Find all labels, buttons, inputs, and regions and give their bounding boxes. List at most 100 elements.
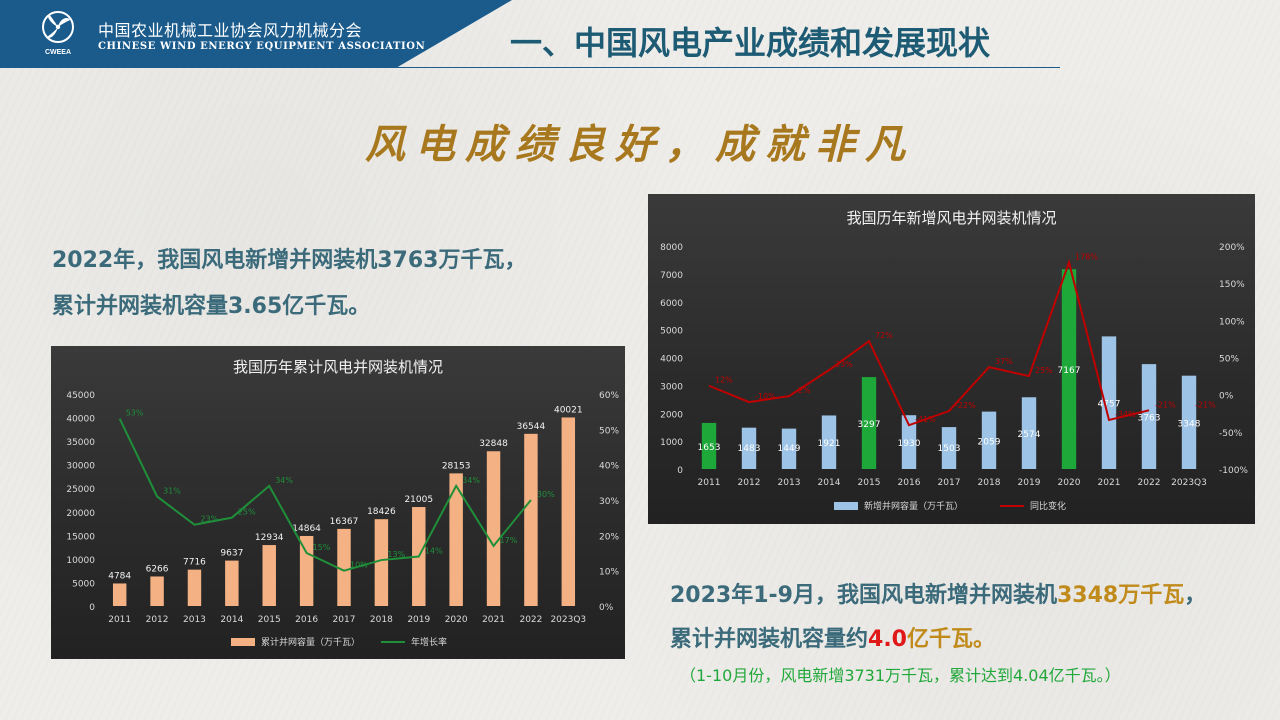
chart-title: 我国历年新增风电并网装机情况 <box>846 209 1056 227</box>
y2-tick-label: 10% <box>599 568 619 578</box>
y2-tick-label: 0% <box>1219 392 1234 402</box>
bar-data-label: 7167 <box>1058 366 1081 376</box>
legend-bar-label: 累计并网容量（万千瓦） <box>261 636 360 648</box>
line-data-label: 25% <box>1035 366 1053 375</box>
y2-tick-label: -50% <box>1219 429 1243 439</box>
y-tick-label: 35000 <box>66 438 95 448</box>
line-data-label: 34% <box>462 476 480 485</box>
bar <box>821 415 837 469</box>
y2-tick-label: 100% <box>1219 317 1245 327</box>
x-tick-label: 2015 <box>258 615 281 625</box>
y2-tick-label: 200% <box>1219 243 1245 253</box>
y2-tick-label: 50% <box>599 426 619 436</box>
new-capacity-chart: 我国历年新增风电并网装机情况 0 1000 2000 3000 4000 5000 6000 7… <box>648 194 1255 524</box>
x-tick-label: 2014 <box>818 478 841 488</box>
line-data-label: 25% <box>238 508 256 517</box>
y-tick-label: 15000 <box>66 532 95 542</box>
y-tick-label: 40000 <box>66 415 95 425</box>
line-data-label: -21% <box>1155 400 1176 409</box>
y-tick-label: 5000 <box>660 327 683 337</box>
bar-data-label: 1653 <box>698 443 721 453</box>
bar <box>741 427 757 469</box>
bar <box>981 411 997 469</box>
bar <box>1141 364 1157 469</box>
x-tick-label: 2016 <box>295 615 318 625</box>
line-data-label: -10% <box>755 392 776 401</box>
cweea-logo: CWEEA <box>38 10 78 58</box>
legend-line-label: 同比变化 <box>1030 500 1066 512</box>
y-tick-label: 8000 <box>660 243 683 253</box>
summary-2023-total-unit: 亿千瓦。 <box>907 627 996 652</box>
y2-tick-label: 40% <box>599 462 619 472</box>
bar-data-label: 2059 <box>978 437 1001 447</box>
bar <box>486 451 501 606</box>
bar-data-label: 1503 <box>938 444 961 454</box>
bar-data-label: 40021 <box>554 405 583 415</box>
bar-data-label: 36544 <box>517 422 546 432</box>
bar-data-label: 6266 <box>146 564 169 574</box>
y-tick-label: 45000 <box>66 391 95 401</box>
line-data-label: 72% <box>875 331 893 340</box>
x-tick-label: 2012 <box>738 478 761 488</box>
x-tick-label: 2018 <box>370 615 393 625</box>
y-tick-label: 7000 <box>660 271 683 281</box>
y2-tick-label: -100% <box>1219 466 1248 476</box>
x-tick-label: 2015 <box>858 478 881 488</box>
line-series <box>708 258 1150 427</box>
line-data-label: 53% <box>126 409 144 418</box>
y-tick-label: 6000 <box>660 299 683 309</box>
x-tick-label: 2021 <box>482 615 505 625</box>
line-data-label: -41% <box>915 415 936 424</box>
summary-2023: 2023年1-9月，我国风电新增并网装机3348万千瓦， 累计并网装机容量约4.… <box>670 574 1206 662</box>
bar <box>1021 397 1037 469</box>
summary-2022-line1: 2022年，我国风电新增并网装机3763万千瓦， <box>52 248 527 273</box>
x-tick-label: 2023Q3 <box>1171 478 1207 488</box>
x-tick-label: 2021 <box>1098 478 1121 488</box>
bar <box>941 427 957 469</box>
legend-bar-label: 新增并网容量（万千瓦） <box>864 500 963 512</box>
y-tick-label: 0 <box>677 466 683 476</box>
line-data-label: 14% <box>425 547 443 556</box>
footnote-oct: （1-10月份，风电新增3731万千瓦，累计达到4.04亿千瓦。） <box>680 666 1121 685</box>
bar-data-label: 18426 <box>367 507 396 517</box>
line-data-label: -22% <box>955 401 976 410</box>
bar <box>150 576 164 606</box>
x-tick-label: 2022 <box>1138 478 1161 488</box>
organization-name-en: CHINESE WIND ENERGY EQUIPMENT ASSOCIATIO… <box>98 41 426 52</box>
x-tick-label: 2011 <box>698 478 721 488</box>
x-tick-label: 2020 <box>445 615 468 625</box>
bar-data-label: 3297 <box>858 420 881 430</box>
y-tick-label: 4000 <box>660 355 683 365</box>
line-data-label: 33% <box>835 360 853 369</box>
bar <box>701 422 717 469</box>
summary-2023-line1-a: 2023年1-9月，我国风电新增并网装机 <box>670 583 1057 608</box>
slogan: 风电成绩良好，成就非凡 <box>365 121 915 168</box>
bar <box>187 569 202 606</box>
bar-data-label: 14864 <box>292 524 321 534</box>
bar-data-label: 3763 <box>1138 414 1161 424</box>
summary-2023-line1-c: ， <box>1184 583 1207 608</box>
y2-tick-label: 50% <box>1219 355 1239 365</box>
x-tick-label: 2020 <box>1058 478 1081 488</box>
bar-data-label: 7716 <box>183 558 206 568</box>
y-tick-label: 10000 <box>66 556 95 566</box>
y-tick-label: 20000 <box>66 509 95 519</box>
x-tick-label: 2018 <box>978 478 1001 488</box>
x-tick-label: 2017 <box>333 615 356 625</box>
y2-tick-label: 150% <box>1219 280 1245 290</box>
bar <box>337 528 351 606</box>
line-data-label: 23% <box>200 515 218 524</box>
x-tick-label: 2013 <box>183 615 206 625</box>
bar-data-label: 28153 <box>442 461 471 471</box>
x-tick-label: 2014 <box>220 615 243 625</box>
y-tick-label: 2000 <box>660 410 683 420</box>
x-tick-label: 2017 <box>938 478 961 488</box>
chart-svg: 我国历年新增风电并网装机情况 0 1000 2000 3000 4000 5000 6000 7… <box>660 209 1248 512</box>
line-data-label: 34% <box>275 476 293 485</box>
bar <box>1181 375 1197 469</box>
x-tick-label: 2013 <box>778 478 801 488</box>
line-data-label: 37% <box>995 357 1013 366</box>
section-title: 一、中国风电产业成绩和发展现状 <box>510 24 991 62</box>
y2-tick-label: 30% <box>599 497 619 507</box>
y2-tick-label: 20% <box>599 532 619 542</box>
